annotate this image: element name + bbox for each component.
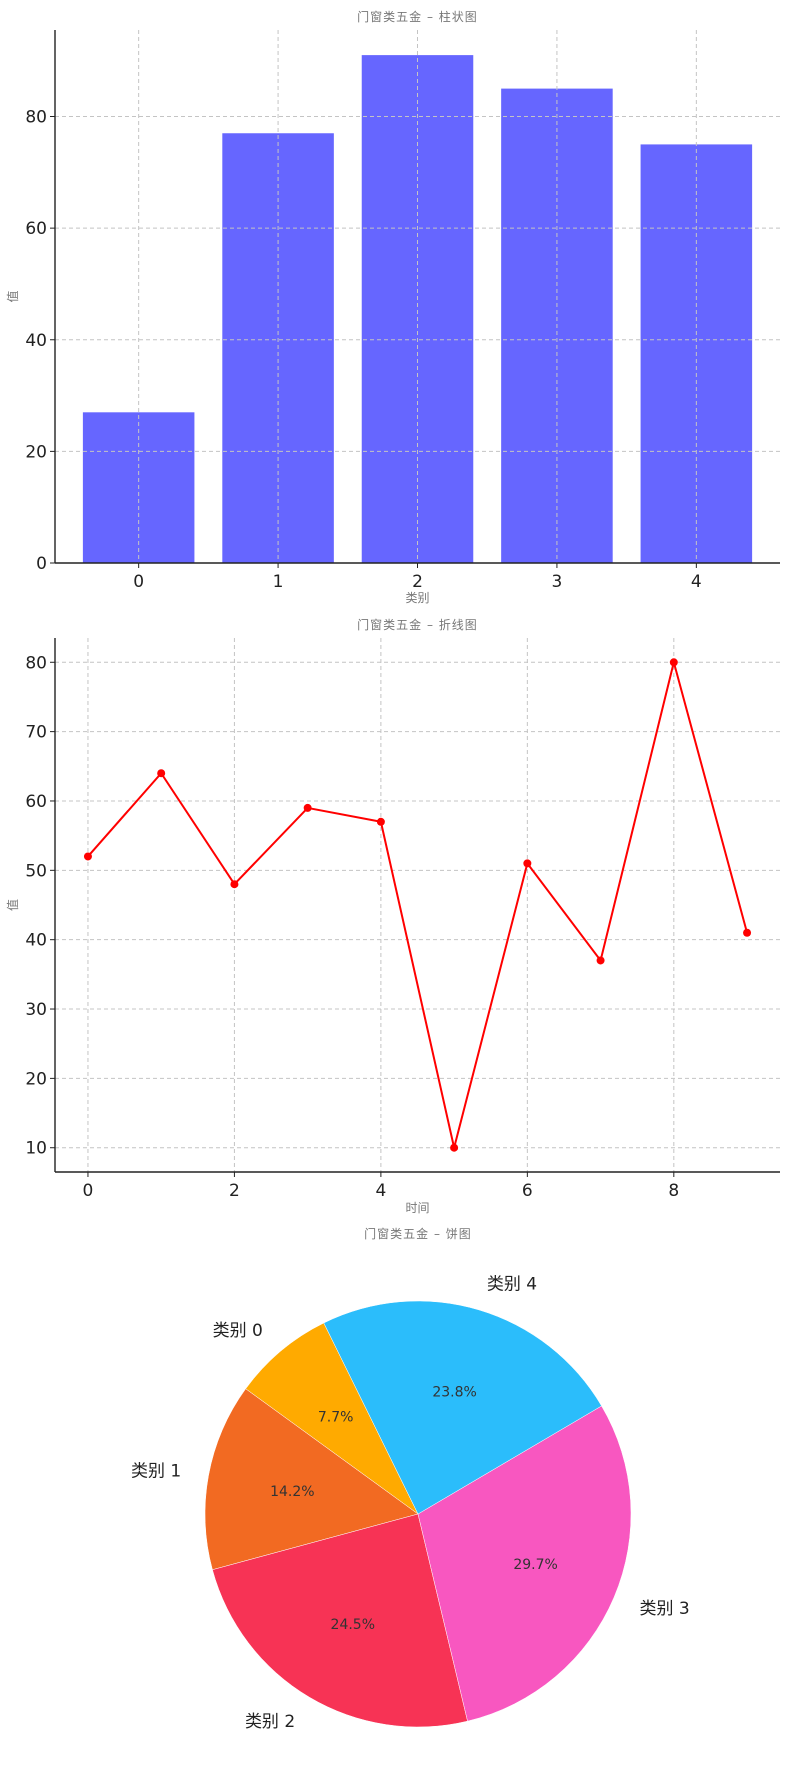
pie-slice bbox=[212, 1513, 468, 1728]
pie-slice bbox=[417, 1405, 632, 1722]
pie-slice-percent: 23.8% bbox=[432, 1385, 476, 1401]
x-tick-label: 0 bbox=[133, 572, 144, 592]
y-tick-label: 50 bbox=[25, 861, 47, 881]
x-tick-label: 1 bbox=[273, 572, 284, 592]
y-tick-label: 60 bbox=[25, 792, 47, 812]
y-axis-title: 值 bbox=[5, 290, 20, 302]
y-tick-label: 10 bbox=[25, 1139, 47, 1159]
x-tick-label: 4 bbox=[375, 1181, 386, 1201]
x-axis-title: 时间 bbox=[405, 1201, 429, 1215]
line-chart: 门窗类五金 – 折线图 10 20 30 40 50 60 70 80 0 2 4 6 8 时间 值 bbox=[5, 617, 780, 1215]
pie-slice-label: 类别 0 bbox=[213, 1321, 263, 1341]
y-tick-label: 20 bbox=[25, 442, 47, 462]
x-tick-label: 0 bbox=[83, 1181, 94, 1201]
y-tick-label: 40 bbox=[25, 331, 47, 351]
pie-slice-percent: 24.5% bbox=[331, 1617, 375, 1633]
x-tick-label: 2 bbox=[229, 1181, 240, 1201]
series-line bbox=[87, 662, 749, 1148]
data-point bbox=[596, 956, 605, 965]
bar-chart: 门窗类五金 – 柱状图 0 20 40 60 80 0 1 2 3 4 类别 值 bbox=[5, 9, 780, 605]
pie-slice-label: 类别 3 bbox=[640, 1599, 690, 1619]
x-tick-label: 3 bbox=[552, 572, 563, 592]
pie-slice-label: 类别 2 bbox=[245, 1712, 295, 1732]
pie-slice-percent: 29.7% bbox=[513, 1557, 557, 1573]
pie-slice bbox=[323, 1300, 602, 1515]
data-point bbox=[157, 769, 166, 778]
y-tick-label: 0 bbox=[36, 554, 47, 574]
data-point bbox=[450, 1143, 459, 1152]
x-axis-title: 类别 bbox=[405, 591, 429, 605]
line-chart-title: 门窗类五金 – 折线图 bbox=[357, 617, 478, 632]
data-point bbox=[743, 928, 752, 937]
y-axis-title: 值 bbox=[5, 899, 20, 911]
data-point bbox=[303, 803, 312, 812]
y-tick-label: 20 bbox=[25, 1069, 47, 1089]
pie-chart-title: 门窗类五金 – 饼图 bbox=[364, 1226, 472, 1241]
pie-slice-percent: 14.2% bbox=[270, 1484, 314, 1500]
data-point bbox=[669, 658, 678, 667]
y-tick-label: 80 bbox=[25, 108, 47, 128]
data-point bbox=[230, 880, 239, 889]
x-tick-label: 2 bbox=[412, 572, 423, 592]
bar-chart-title: 门窗类五金 – 柱状图 bbox=[357, 9, 478, 24]
data-point bbox=[523, 859, 532, 868]
data-point bbox=[83, 852, 92, 861]
x-tick-label: 6 bbox=[522, 1181, 533, 1201]
data-point bbox=[376, 817, 385, 826]
x-tick-label: 4 bbox=[691, 572, 702, 592]
pie-slice-percent: 7.7% bbox=[318, 1409, 354, 1425]
pie-slice bbox=[204, 1388, 419, 1571]
pie-slice-label: 类别 4 bbox=[487, 1274, 537, 1294]
pie-slice bbox=[245, 1322, 419, 1515]
y-tick-label: 70 bbox=[25, 723, 47, 743]
y-tick-label: 40 bbox=[25, 931, 47, 951]
pie-slice-label: 类别 1 bbox=[131, 1461, 181, 1481]
y-tick-label: 60 bbox=[25, 219, 47, 239]
y-tick-label: 80 bbox=[25, 653, 47, 673]
x-tick-label: 8 bbox=[668, 1181, 679, 1201]
y-tick-label: 30 bbox=[25, 1000, 47, 1020]
